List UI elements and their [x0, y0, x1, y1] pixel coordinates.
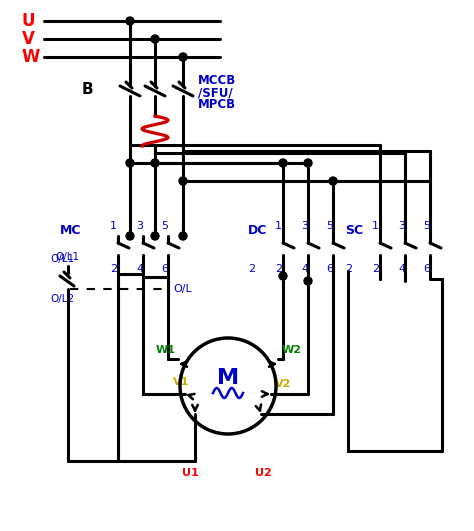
Text: 4: 4: [301, 264, 308, 274]
Text: 2: 2: [110, 264, 117, 274]
Text: V1: V1: [173, 377, 190, 387]
Text: 1: 1: [372, 221, 379, 231]
Text: 6: 6: [423, 264, 430, 274]
Circle shape: [179, 53, 187, 61]
Text: B: B: [82, 81, 94, 97]
Circle shape: [151, 35, 159, 43]
Text: V: V: [22, 30, 35, 48]
Text: MC: MC: [60, 225, 82, 237]
Text: W: W: [22, 48, 40, 66]
Text: 1: 1: [110, 221, 117, 231]
Text: 4: 4: [136, 264, 143, 274]
Text: 5: 5: [326, 221, 333, 231]
Circle shape: [279, 159, 287, 167]
Circle shape: [179, 232, 187, 240]
Text: MCCB: MCCB: [198, 74, 236, 88]
Text: 3: 3: [301, 221, 308, 231]
Text: U1: U1: [182, 468, 199, 478]
Text: 3: 3: [398, 221, 405, 231]
Text: 6: 6: [326, 264, 333, 274]
Circle shape: [329, 177, 337, 185]
Text: O/L: O/L: [173, 284, 192, 294]
Text: 4: 4: [398, 264, 405, 274]
Text: MPCB: MPCB: [198, 98, 236, 112]
Text: O/L1: O/L1: [55, 252, 79, 262]
Text: 5: 5: [161, 221, 168, 231]
Text: DC: DC: [248, 225, 267, 237]
Circle shape: [304, 159, 312, 167]
Circle shape: [151, 159, 159, 167]
Text: 2: 2: [275, 264, 282, 274]
Text: 2: 2: [372, 264, 379, 274]
Text: U: U: [22, 12, 36, 30]
Circle shape: [279, 272, 287, 280]
Text: W1: W1: [156, 345, 176, 355]
Text: 6: 6: [161, 264, 168, 274]
Text: 5: 5: [423, 221, 430, 231]
Text: O/L2: O/L2: [50, 294, 74, 304]
Text: 3: 3: [136, 221, 143, 231]
Text: 2: 2: [345, 264, 352, 274]
Text: SC: SC: [345, 225, 363, 237]
Circle shape: [126, 17, 134, 25]
Circle shape: [151, 232, 159, 240]
Text: 2: 2: [248, 264, 255, 274]
Text: U2: U2: [255, 468, 272, 478]
Circle shape: [179, 177, 187, 185]
Text: 1: 1: [275, 221, 282, 231]
Text: /SFU/: /SFU/: [198, 87, 233, 99]
Text: V2: V2: [275, 379, 292, 389]
Circle shape: [126, 232, 134, 240]
Circle shape: [304, 277, 312, 285]
Text: M: M: [217, 368, 239, 388]
Circle shape: [126, 159, 134, 167]
Text: O/L1: O/L1: [50, 254, 74, 264]
Text: W2: W2: [282, 345, 302, 355]
